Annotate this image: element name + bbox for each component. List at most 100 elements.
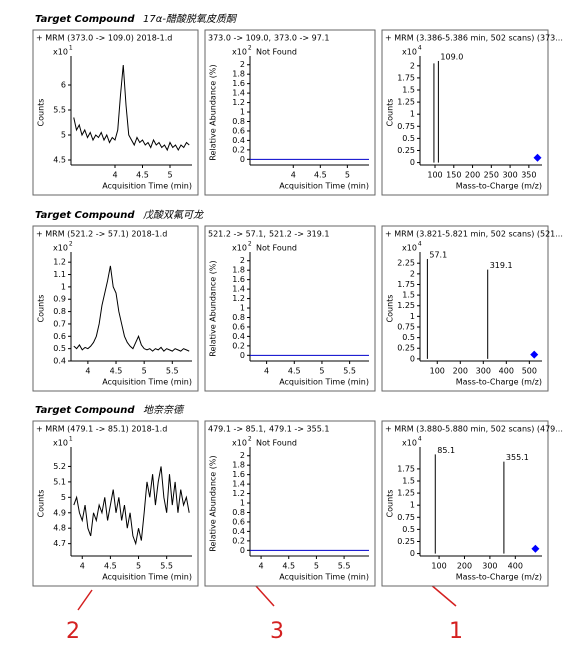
x-tick-label: 4.5 [314,171,327,180]
peak-label: 109.0 [440,52,463,61]
x-tick-label: 300 [476,367,491,376]
x-tick-label: 4.5 [110,367,123,376]
y-tick-label: 1 [410,501,415,510]
y-tick-label: 2 [240,451,245,460]
annotation-pointer [429,583,457,607]
y-tick-label: 0.2 [232,536,245,545]
compound-name: 戊酸双氟可龙 [143,209,204,221]
compound-name: 17α-醋酸脱氧皮质酮 [143,13,238,25]
y-tick-label: 0.5 [402,333,415,342]
y-tick-label: 1.5 [402,86,415,95]
y-tick-label: 0.2 [232,145,245,154]
y-tick-label: 1.6 [232,470,245,479]
y-tick-label: 0.8 [232,117,245,126]
y-tick-label: 4.5 [53,156,66,165]
panel [32,225,199,392]
y-axis-label: Counts [37,490,46,518]
multiplier: x10 [402,439,417,448]
y-tick-label: 0.8 [232,313,245,322]
y-tick-label: 1.75 [397,280,415,289]
y-axis-label: Relative Abundance (%) [209,455,218,551]
y-tick-label: 2 [240,256,245,265]
panel-header: 521.2 -> 57.1, [208,230,266,239]
x-tick-label: 100 [430,367,445,376]
exponent: 2 [69,241,73,248]
exponent: 2 [248,436,252,443]
x-axis-label: Acquisition Time (min) [102,182,192,191]
y-tick-label: 0.6 [232,322,245,331]
status: Not Found [256,48,297,57]
panel [204,225,376,392]
y-tick-label: 5.1 [53,477,66,486]
y-tick-label: 1.8 [232,461,245,470]
peak-label: 57.1 [429,250,447,259]
section-label: Target Compound [35,14,135,25]
y-tick-label: 0.5 [402,134,415,143]
panel-header: + MRM (521.2 -> 57.1) 2018-1.d [36,230,167,239]
y-tick-label: 0.75 [397,122,415,131]
x-tick-label: 5 [314,562,319,571]
x-tick-label: 5.5 [160,562,173,571]
y-tick-label: 0.25 [397,537,415,546]
x-tick-label: 4 [264,367,269,376]
y-tick-label: 1 [61,282,66,291]
y-tick-label: 1.6 [232,275,245,284]
y-tick-label: 6 [61,81,66,90]
y-tick-label: 1.2 [53,258,66,267]
y-tick-label: 5 [61,493,66,502]
panel [204,420,376,587]
x-axis-label: Mass-to-Charge (m/z) [456,573,542,582]
x-axis-label: Mass-to-Charge (m/z) [456,378,542,387]
y-tick-label: 1.2 [232,294,245,303]
precursor-marker [531,544,540,553]
y-tick-label: 2 [410,61,415,70]
status: Not Found [256,244,297,253]
y-axis-label: Counts [386,99,395,127]
panel-header-highlight: 479.1 -> 355.1 [269,425,329,434]
x-tick-label: 100 [431,562,446,571]
y-axis-label: Counts [386,295,395,323]
y-tick-label: 4.9 [53,508,66,517]
y-tick-label: 0.75 [397,322,415,331]
trace [73,466,190,546]
exponent: 1 [69,45,73,52]
y-tick-label: 0 [410,549,415,558]
x-tick-label: 5.5 [338,562,351,571]
x-tick-label: 4.5 [288,367,301,376]
x-tick-label: 100 [427,171,442,180]
y-tick-label: 0 [410,354,415,363]
annotation: 2 [66,619,80,644]
y-tick-label: 1 [240,499,245,508]
y-tick-label: 0.25 [397,344,415,353]
x-tick-label: 200 [457,562,472,571]
y-tick-label: 1.75 [397,464,415,473]
x-axis-label: Acquisition Time (min) [102,573,192,582]
x-tick-label: 4 [80,562,85,571]
x-tick-label: 4 [112,171,117,180]
x-tick-label: 4.5 [282,562,295,571]
y-tick-label: 0 [240,546,245,555]
peak-label: 85.1 [437,446,455,455]
y-tick-label: 2 [240,60,245,69]
annotation-pointer [255,585,275,607]
annotation: 1 [449,619,463,644]
x-tick-label: 400 [508,562,523,571]
y-axis-label: Counts [386,490,395,518]
y-tick-label: 1.5 [402,477,415,486]
x-tick-label: 400 [499,367,514,376]
precursor-marker [533,153,542,162]
y-tick-label: 0.9 [53,295,66,304]
y-tick-label: 1 [240,108,245,117]
x-tick-label: 4.5 [136,171,149,180]
section-label: Target Compound [35,405,135,416]
panel-header: 373.0 -> 109.0, [208,34,271,43]
y-tick-label: 0.6 [53,332,66,341]
y-tick-label: 5.2 [53,462,66,471]
trace [73,64,190,152]
annotation: 3 [270,619,284,644]
peak-label: 319.1 [490,261,513,270]
panel-header: 479.1 -> 85.1, [208,425,266,434]
x-axis-label: Acquisition Time (min) [279,182,369,191]
x-axis-label: Acquisition Time (min) [279,378,369,387]
